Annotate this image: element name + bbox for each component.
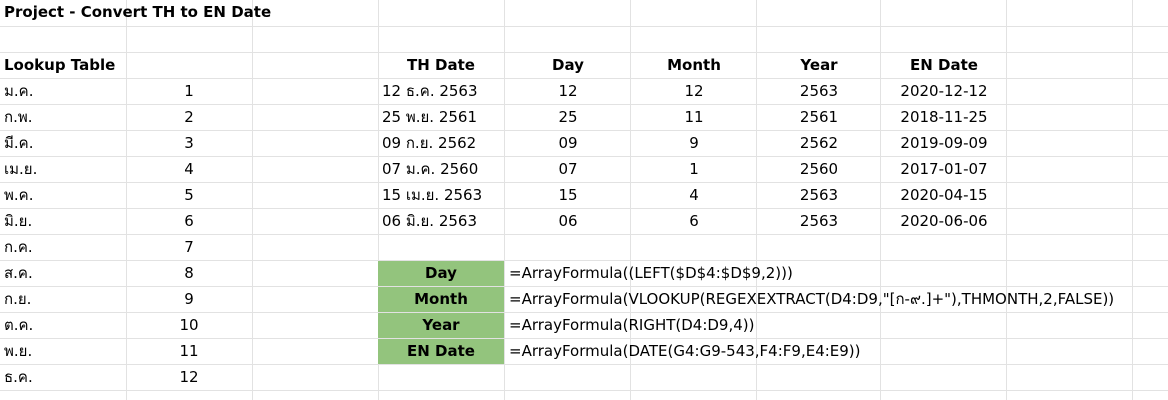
- lookup-month-abbr[interactable]: พ.ค.: [4, 186, 34, 204]
- lookup-month-abbr[interactable]: เม.ย.: [4, 160, 38, 178]
- grid-column-line: [880, 0, 881, 400]
- lookup-month-number[interactable]: 10: [179, 316, 199, 334]
- grid-column-line: [756, 0, 757, 400]
- lookup-month-abbr[interactable]: ต.ค.: [4, 316, 34, 334]
- grid-column-line: [1006, 0, 1007, 400]
- lookup-month-abbr[interactable]: ธ.ค.: [4, 368, 33, 386]
- year-cell[interactable]: 2563: [799, 186, 839, 204]
- lookup-month-abbr[interactable]: ก.ย.: [4, 290, 32, 308]
- formula-label-cell[interactable]: Year: [378, 313, 504, 338]
- grid-row-line: [0, 52, 1168, 53]
- month-cell[interactable]: 1: [689, 160, 699, 178]
- lookup-month-number[interactable]: 9: [184, 290, 194, 308]
- day-header[interactable]: Day: [552, 56, 584, 74]
- th-date-cell[interactable]: 12 ธ.ค. 2563: [382, 82, 478, 100]
- grid-column-line: [504, 0, 505, 400]
- en-date-cell[interactable]: 2018-11-25: [900, 108, 988, 126]
- lookup-month-abbr[interactable]: มี.ค.: [4, 134, 34, 152]
- th-date-cell[interactable]: 15 เม.ย. 2563: [382, 186, 483, 204]
- en-date-cell[interactable]: 2017-01-07: [900, 160, 988, 178]
- grid-column-line: [630, 0, 631, 400]
- month-cell[interactable]: 6: [689, 212, 699, 230]
- grid-row-line: [0, 208, 1168, 209]
- en-date-cell[interactable]: 2019-09-09: [900, 134, 988, 152]
- grid-row-line: [0, 234, 1168, 235]
- lookup-month-number[interactable]: 12: [179, 368, 199, 386]
- year-cell[interactable]: 2563: [799, 212, 839, 230]
- month-header[interactable]: Month: [667, 56, 721, 74]
- grid-row-line: [0, 312, 1168, 313]
- en-date-header[interactable]: EN Date: [910, 56, 978, 74]
- lookup-month-number[interactable]: 11: [179, 342, 199, 360]
- th-date-cell[interactable]: 09 ก.ย. 2562: [382, 134, 477, 152]
- grid-row-line: [0, 260, 1168, 261]
- grid-row-line: [0, 338, 1168, 339]
- grid-row-line: [0, 78, 1168, 79]
- grid-row-line: [0, 26, 1168, 27]
- lookup-month-number[interactable]: 4: [184, 160, 194, 178]
- day-cell[interactable]: 09: [558, 134, 578, 152]
- grid-column-line: [1132, 0, 1133, 400]
- lookup-month-number[interactable]: 3: [184, 134, 194, 152]
- th-date-cell[interactable]: 25 พ.ย. 2561: [382, 108, 478, 126]
- year-header[interactable]: Year: [800, 56, 838, 74]
- lookup-month-abbr[interactable]: ก.พ.: [4, 108, 33, 126]
- th-date-cell[interactable]: 07 ม.ค. 2560: [382, 160, 479, 178]
- grid-row-line: [0, 390, 1168, 391]
- formula-text-cell[interactable]: =ArrayFormula(RIGHT(D4:D9,4)): [509, 316, 755, 334]
- month-cell[interactable]: 9: [689, 134, 699, 152]
- lookup-month-number[interactable]: 2: [184, 108, 194, 126]
- grid-row-line: [0, 286, 1168, 287]
- lookup-month-abbr[interactable]: ก.ค.: [4, 238, 33, 256]
- lookup-month-number[interactable]: 5: [184, 186, 194, 204]
- month-cell[interactable]: 11: [684, 108, 704, 126]
- grid-column-line: [252, 0, 253, 400]
- lookup-month-abbr[interactable]: มิ.ย.: [4, 212, 33, 230]
- day-cell[interactable]: 15: [558, 186, 578, 204]
- day-cell[interactable]: 06: [558, 212, 578, 230]
- th-date-cell[interactable]: 06 มิ.ย. 2563: [382, 212, 478, 230]
- month-cell[interactable]: 12: [684, 82, 704, 100]
- lookup-table-header[interactable]: Lookup Table: [4, 56, 116, 74]
- lookup-month-abbr[interactable]: พ.ย.: [4, 342, 33, 360]
- grid-row-line: [0, 130, 1168, 131]
- lookup-month-abbr[interactable]: ส.ค.: [4, 264, 33, 282]
- month-cell[interactable]: 4: [689, 186, 699, 204]
- year-cell[interactable]: 2562: [799, 134, 839, 152]
- formula-label-cell[interactable]: Month: [378, 287, 504, 312]
- grid-row-line: [0, 156, 1168, 157]
- lookup-month-number[interactable]: 8: [184, 264, 194, 282]
- grid-column-line: [378, 0, 379, 400]
- sheet-title[interactable]: Project - Convert TH to EN Date: [4, 3, 272, 21]
- en-date-cell[interactable]: 2020-06-06: [900, 212, 988, 230]
- grid-row-line: [0, 364, 1168, 365]
- lookup-month-number[interactable]: 1: [184, 82, 194, 100]
- grid-column-line: [126, 0, 127, 400]
- en-date-cell[interactable]: 2020-04-15: [900, 186, 988, 204]
- formula-text-cell[interactable]: =ArrayFormula(VLOOKUP(REGEXEXTRACT(D4:D9…: [509, 290, 1115, 308]
- formula-label-cell[interactable]: Day: [378, 261, 504, 286]
- day-cell[interactable]: 12: [558, 82, 578, 100]
- lookup-month-abbr[interactable]: ม.ค.: [4, 82, 34, 100]
- formula-label-cell[interactable]: EN Date: [378, 339, 504, 364]
- year-cell[interactable]: 2560: [799, 160, 839, 178]
- th-date-header[interactable]: TH Date: [407, 56, 475, 74]
- en-date-cell[interactable]: 2020-12-12: [900, 82, 988, 100]
- lookup-month-number[interactable]: 6: [184, 212, 194, 230]
- day-cell[interactable]: 25: [558, 108, 578, 126]
- lookup-month-number[interactable]: 7: [184, 238, 194, 256]
- formula-text-cell[interactable]: =ArrayFormula((LEFT($D$4:$D$9,2))): [509, 264, 793, 282]
- year-cell[interactable]: 2561: [799, 108, 839, 126]
- year-cell[interactable]: 2563: [799, 82, 839, 100]
- grid-row-line: [0, 182, 1168, 183]
- grid-row-line: [0, 104, 1168, 105]
- day-cell[interactable]: 07: [558, 160, 578, 178]
- formula-text-cell[interactable]: =ArrayFormula(DATE(G4:G9-543,F4:F9,E4:E9…: [509, 342, 861, 360]
